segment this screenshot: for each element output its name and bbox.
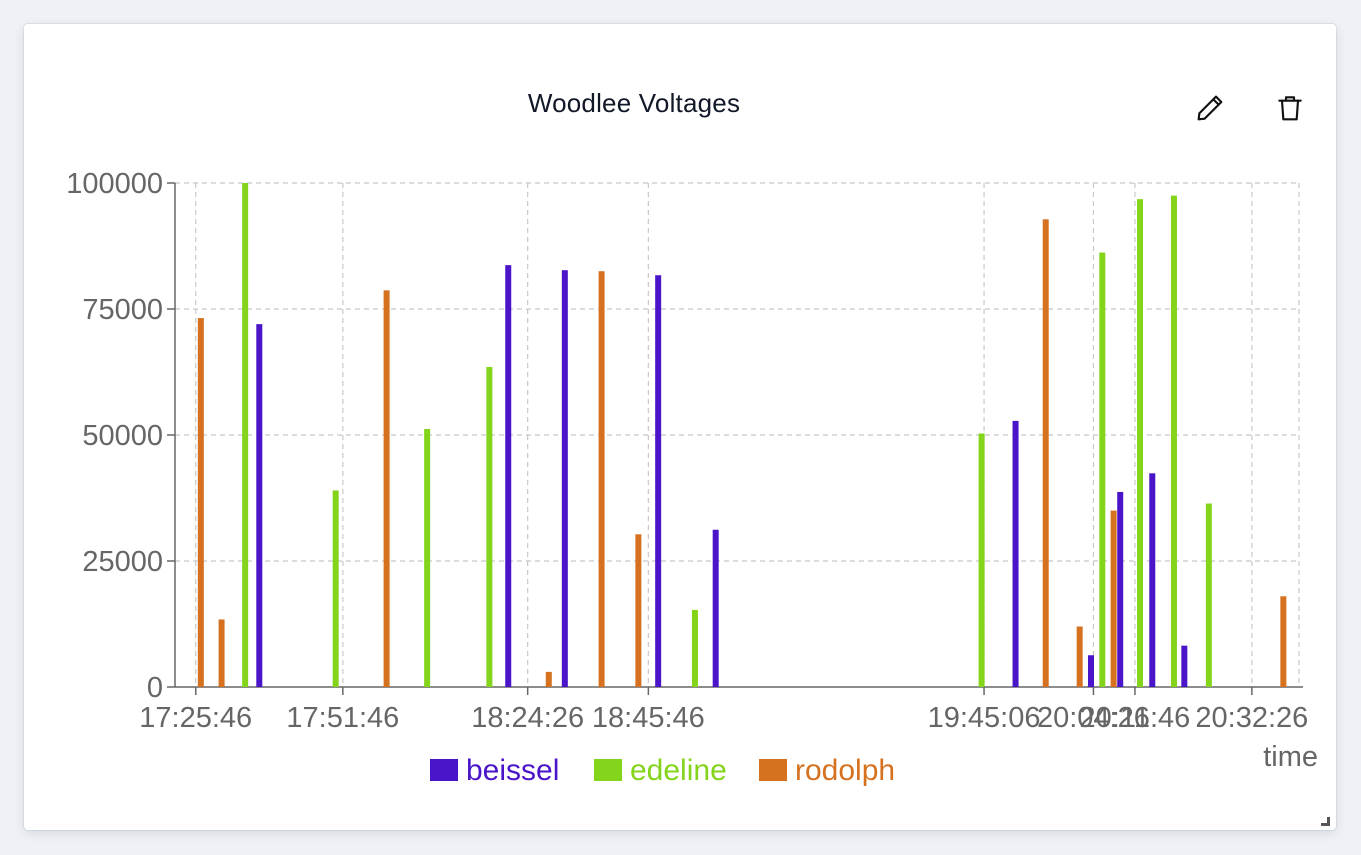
bar-beissel [1087, 655, 1094, 687]
bar-edeline [486, 366, 493, 687]
bar-rodolph [1042, 219, 1049, 687]
y-tick-label: 100000 [66, 168, 163, 200]
legend-swatch-beissel [430, 759, 458, 781]
bar-edeline [691, 609, 698, 687]
bar-beissel [712, 529, 719, 687]
grid-lines [175, 182, 1300, 687]
bar-beissel [561, 270, 568, 687]
bar-rodolph [1076, 626, 1083, 687]
bar-beissel [505, 265, 512, 687]
x-tick-label: 18:24:26 [471, 702, 584, 734]
bar-edeline [978, 433, 985, 687]
x-axis-title: time [1263, 741, 1318, 773]
bar-edeline [1205, 503, 1212, 687]
bar-chart: 0 25000 50000 75000 100000 17:25:46 17:51:46 18… [66, 168, 1318, 787]
bar-beissel [655, 275, 662, 687]
bar-beissel [1181, 645, 1188, 687]
bar-rodolph [635, 534, 642, 687]
bar-edeline [1170, 195, 1177, 687]
legend-label: beissel [466, 754, 559, 787]
y-tick-label: 50000 [82, 420, 163, 452]
bar-rodolph [197, 318, 204, 687]
bar-beissel [256, 324, 263, 687]
legend-swatch-edeline [594, 759, 622, 781]
legend-item-rodolph: rodolph [759, 754, 895, 787]
x-tick-label: 20:04:26 [1037, 702, 1150, 734]
bar-edeline [1137, 199, 1144, 688]
bar-rodolph [1110, 510, 1117, 687]
bar-edeline [332, 490, 339, 687]
bar-rodolph [383, 290, 390, 687]
bar-edeline [1099, 252, 1106, 687]
pencil-icon [1197, 95, 1223, 121]
bar-beissel [1117, 491, 1124, 687]
bar-edeline [242, 183, 249, 687]
x-tick-label: 20:32:26 [1195, 702, 1308, 734]
legend-label: rodolph [795, 754, 895, 787]
bar-beissel [1012, 420, 1019, 687]
x-tick-label: 17:25:46 [139, 702, 252, 734]
bar-edeline [424, 428, 431, 687]
legend-item-beissel: beissel [430, 754, 559, 787]
resize-handle[interactable] [1321, 817, 1330, 826]
bars [197, 183, 1287, 688]
legend-label: edeline [630, 754, 727, 787]
tick-labels: 0 25000 50000 75000 100000 17:25:46 17:51:46 18… [66, 168, 1318, 773]
y-tick-label: 0 [147, 672, 163, 704]
bar-rodolph [545, 671, 552, 687]
edit-button[interactable] [1190, 88, 1230, 128]
x-tick-label: 20:11:46 [1080, 702, 1191, 734]
legend-item-edeline: edeline [594, 754, 727, 787]
legend: beissel edeline rodolph [430, 754, 895, 787]
bar-beissel [1149, 473, 1156, 687]
y-tick-label: 25000 [82, 546, 163, 578]
x-tick-label: 18:45:46 [592, 702, 705, 734]
trash-icon [1278, 96, 1302, 121]
x-tick-label: 19:45:06 [928, 702, 1041, 734]
bar-rodolph [1280, 596, 1287, 687]
chart-panel: Woodlee Voltages 0 25000 50000 75000 100000 1… [24, 24, 1336, 830]
x-tick-label: 17:51:46 [286, 702, 399, 734]
chart-title: Woodlee Voltages [527, 88, 741, 118]
delete-button[interactable] [1270, 88, 1310, 128]
y-tick-label: 75000 [82, 294, 163, 326]
legend-swatch-rodolph [759, 759, 787, 781]
bar-rodolph [598, 271, 605, 687]
bar-rodolph [218, 619, 225, 687]
